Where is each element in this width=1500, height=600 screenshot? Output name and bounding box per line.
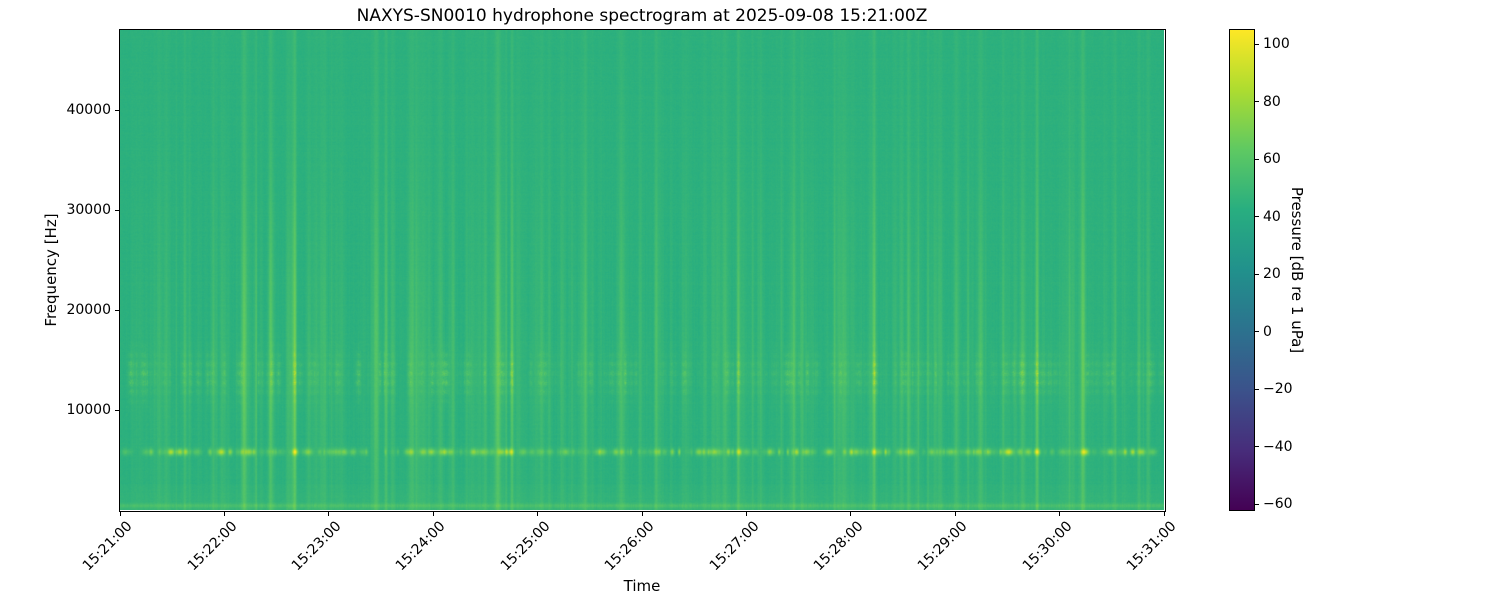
x-tick-mark: [432, 511, 434, 516]
y-tick-mark: [115, 409, 120, 411]
x-axis-label: Time: [623, 577, 661, 595]
x-tick-label: 15:24:00: [393, 518, 449, 575]
colorbar-tick-mark: [1255, 43, 1259, 45]
x-tick-label: 15:30:00: [1019, 518, 1076, 575]
y-tick-label: 30000: [66, 202, 111, 218]
colorbar-tick-mark: [1255, 388, 1259, 390]
colorbar-tick-label: −40: [1263, 438, 1293, 455]
x-tick-label: 15:27:00: [706, 518, 763, 575]
chart-title: NAXYS-SN0010 hydrophone spectrogram at 2…: [356, 6, 928, 26]
x-tick-mark: [328, 511, 330, 516]
x-tick-label: 15:28:00: [810, 518, 867, 575]
colorbar-tick-label: 20: [1263, 266, 1281, 283]
colorbar-tick-label: −20: [1263, 381, 1293, 398]
y-tick-label: 40000: [66, 102, 111, 118]
x-tick-mark: [1163, 511, 1165, 516]
x-tick-label: 15:31:00: [1123, 518, 1180, 575]
colorbar-tick-label: 60: [1263, 151, 1281, 168]
x-tick-mark: [641, 511, 643, 516]
y-tick-mark: [115, 309, 120, 311]
x-tick-label: 15:26:00: [601, 518, 658, 575]
colorbar-gradient: [1229, 29, 1255, 511]
colorbar-tick-mark: [1255, 158, 1259, 160]
colorbar-tick-mark: [1255, 101, 1259, 103]
x-tick-mark: [223, 511, 225, 516]
colorbar-tick-label: 40: [1263, 208, 1281, 225]
x-tick-label: 15:22:00: [184, 518, 241, 575]
y-tick-label: 10000: [66, 402, 111, 418]
x-tick-label: 15:25:00: [497, 518, 554, 575]
x-tick-mark: [537, 511, 539, 516]
colorbar-tick-label: 0: [1263, 323, 1272, 340]
y-tick-mark: [115, 109, 120, 111]
colorbar-tick-label: 100: [1263, 36, 1290, 53]
x-tick-mark: [850, 511, 852, 516]
x-tick-mark: [745, 511, 747, 516]
colorbar-tick-mark: [1255, 216, 1259, 218]
x-tick-label: 15:29:00: [915, 518, 971, 575]
x-tick-mark: [1059, 511, 1061, 516]
colorbar-tick-mark: [1255, 503, 1259, 505]
x-tick-mark: [119, 511, 121, 516]
colorbar-tick-mark: [1255, 331, 1259, 333]
y-tick-mark: [115, 209, 120, 211]
colorbar-tick-mark: [1255, 273, 1259, 275]
colorbar-label: Pressure [dB re 1 uPa]: [1288, 186, 1306, 354]
x-tick-label: 15:23:00: [288, 518, 345, 575]
colorbar-tick-mark: [1255, 446, 1259, 448]
x-tick-mark: [954, 511, 956, 516]
colorbar-tick-label: −60: [1263, 496, 1293, 513]
x-tick-label: 15:21:00: [79, 518, 136, 575]
y-tick-label: 20000: [66, 302, 111, 318]
colorbar-tick-label: 80: [1263, 93, 1281, 110]
spectrogram-image: [120, 30, 1164, 510]
